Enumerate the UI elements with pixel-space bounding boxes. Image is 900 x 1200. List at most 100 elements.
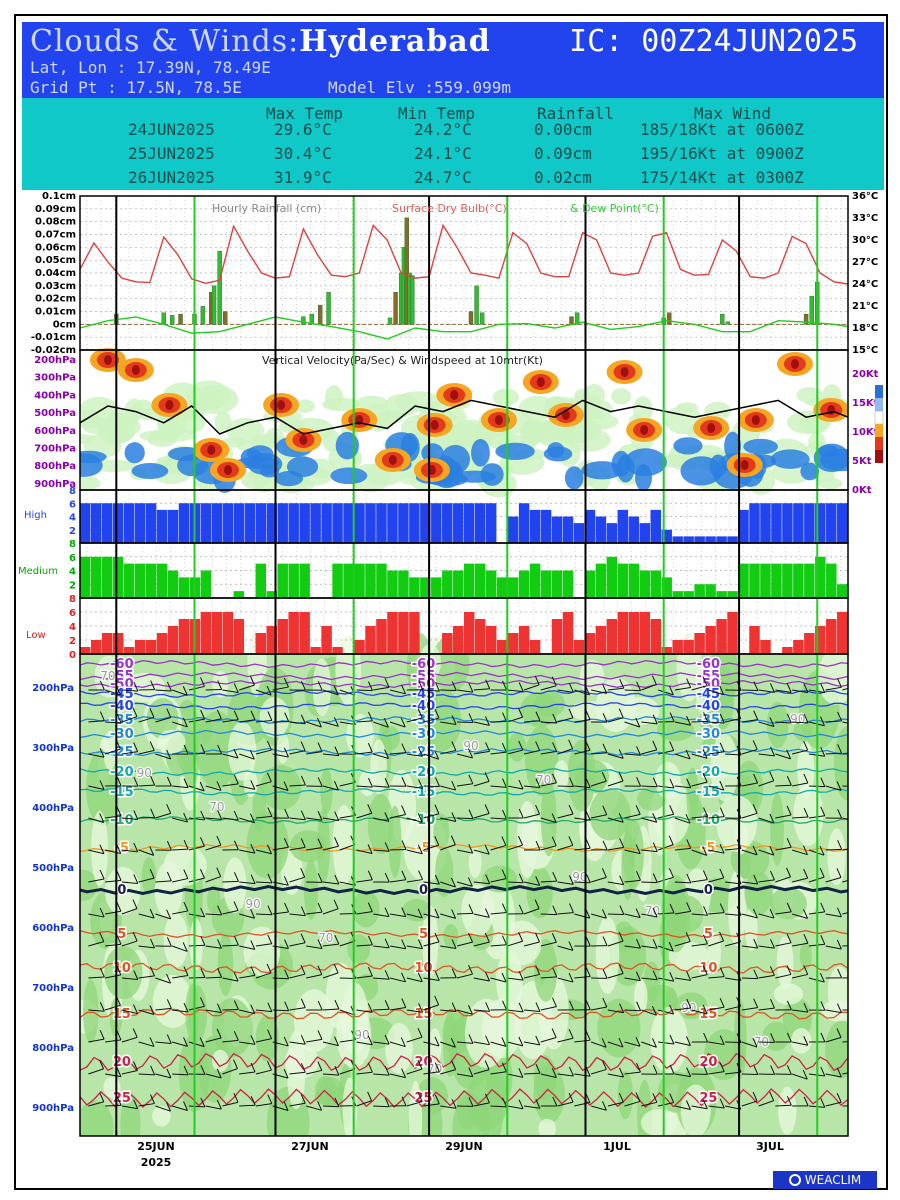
wind-barb <box>518 740 524 751</box>
wind-barb <box>250 813 255 823</box>
wind-barb <box>685 749 691 760</box>
low-cloud-bar <box>442 633 453 654</box>
rh-patch <box>654 761 681 799</box>
wind-barb <box>250 966 256 976</box>
low-cloud-bar <box>80 647 91 654</box>
wind-barb <box>758 689 775 693</box>
wind-barb <box>825 1101 842 1107</box>
wind-barb <box>518 1036 524 1047</box>
wind-barb <box>306 847 323 851</box>
wind-barb <box>435 777 440 787</box>
temp-contour <box>80 1008 848 1020</box>
wind-barb <box>708 721 725 724</box>
wind-barb <box>557 945 574 951</box>
wind-barb <box>540 1073 557 1078</box>
wind-barb <box>507 844 523 851</box>
medium-cloud-bar <box>167 570 179 598</box>
wind-barb <box>166 1034 172 1044</box>
wind-barb <box>674 1041 691 1046</box>
wind-barb <box>105 974 121 979</box>
medium-cloud-bar <box>101 556 113 598</box>
wind-barb <box>557 844 574 851</box>
wind-barb <box>507 881 524 884</box>
wind-barb <box>205 785 222 791</box>
wind-barb <box>652 1005 657 1016</box>
wind-barb <box>239 719 256 723</box>
vv-blob <box>131 463 169 479</box>
wind-barb <box>205 1105 222 1110</box>
wind-barb <box>708 816 725 819</box>
wind-barb <box>389 1041 406 1048</box>
low-cloud-bar <box>672 640 683 654</box>
low-cloud-bar <box>167 626 179 654</box>
rh-patch <box>260 765 302 810</box>
wind-barb <box>233 840 239 850</box>
high-cloud-bar <box>343 503 354 543</box>
wind-barb <box>535 1035 541 1046</box>
wind-barb <box>775 784 792 787</box>
temp-contour <box>80 884 848 896</box>
wind-barb <box>607 940 624 947</box>
wind-barb <box>484 1060 490 1070</box>
low-cloud-bar <box>606 619 618 654</box>
wind-barb <box>188 1005 205 1011</box>
wind-barb <box>121 940 138 947</box>
low-cloud-bar <box>760 640 771 654</box>
temp-contour <box>80 768 848 776</box>
wind-barb <box>523 1041 540 1046</box>
rh-label: 90 <box>246 897 261 911</box>
low-cloud-bar <box>310 647 321 654</box>
wind-barb <box>719 868 725 879</box>
wind-barb <box>741 719 758 723</box>
wind-barb <box>172 1041 188 1047</box>
wind-barb <box>651 1038 657 1048</box>
wind-barb <box>820 902 826 913</box>
wind-barb <box>423 689 440 692</box>
wind-barb <box>333 717 339 727</box>
wind-barb <box>155 717 171 723</box>
low-y-tick: 2 <box>69 636 76 647</box>
wind-barb <box>770 870 775 881</box>
wind-barb <box>456 1041 474 1044</box>
wind-barb <box>250 780 256 790</box>
header-rainfall: Rainfall <box>537 104 615 123</box>
wind-barb <box>490 751 507 755</box>
wind-barb <box>155 1007 172 1011</box>
wind-barb <box>172 785 189 789</box>
wind-barb <box>239 1104 256 1107</box>
contour-label: -55 <box>697 669 721 684</box>
wind-barb <box>540 817 557 824</box>
low-cloud-bar <box>496 640 508 654</box>
wind-barb <box>535 1099 541 1109</box>
wind-barb <box>233 774 239 785</box>
vv-blob <box>790 359 799 369</box>
wind-barb <box>233 1059 238 1069</box>
low-cloud-bar <box>573 640 585 654</box>
wind-barb <box>618 708 624 718</box>
wind-barb <box>484 932 490 943</box>
rh-patch <box>680 1084 711 1136</box>
medium-cloud-bar <box>255 563 267 598</box>
rain-y-tick: 0.09cm <box>35 204 76 215</box>
wind-barb <box>182 942 188 952</box>
medium-cloud-bar <box>826 563 837 598</box>
wind-barb <box>172 975 189 979</box>
temp-contour <box>80 1088 848 1108</box>
wind-barb <box>300 1094 306 1104</box>
high-cloud-bar <box>178 503 190 543</box>
wind-barb <box>384 812 390 822</box>
wind-barb <box>753 969 759 979</box>
wind-barb <box>585 873 591 883</box>
wind-barb <box>770 1065 776 1075</box>
wind-barb <box>786 1096 792 1106</box>
wind-barb <box>820 777 826 787</box>
wind-barb <box>741 782 758 787</box>
wind-barb <box>239 913 255 919</box>
low-cloud-bar <box>398 612 409 654</box>
wind-barb <box>306 721 322 728</box>
contour-label: -10 <box>697 813 721 828</box>
row-wind: 175/14Kt at 0300Z <box>640 168 804 187</box>
wind-barb <box>490 878 507 883</box>
wind-barb <box>172 1009 189 1013</box>
wind-barb <box>686 1036 691 1046</box>
